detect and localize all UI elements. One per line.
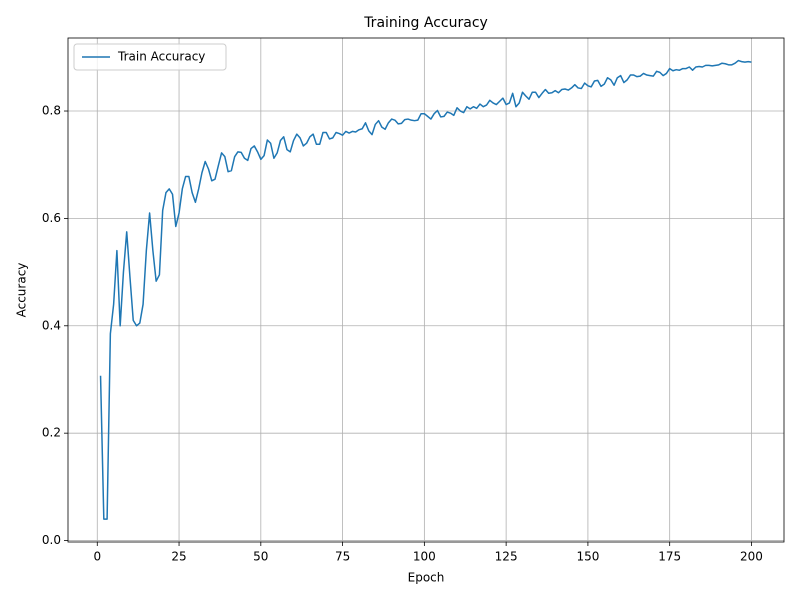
y-tick-label: 0.4 xyxy=(42,318,61,332)
x-tick-label: 50 xyxy=(253,550,268,564)
x-tick-label: 0 xyxy=(93,550,101,564)
y-tick-label: 0.6 xyxy=(42,211,61,225)
x-tick-label: 175 xyxy=(658,550,681,564)
plot-frame xyxy=(67,37,785,543)
legend-label: Train Accuracy xyxy=(117,50,205,64)
y-tick-label: 0.8 xyxy=(42,104,61,118)
x-tick-label: 200 xyxy=(740,550,763,564)
x-tick-label: 100 xyxy=(413,550,436,564)
x-tick-label: 75 xyxy=(335,550,350,564)
x-tick-label: 25 xyxy=(171,550,186,564)
chart-title: Training Accuracy xyxy=(363,15,488,31)
legend-box xyxy=(73,43,227,71)
x-axis-label: Epoch xyxy=(408,571,445,585)
y-tick-label: 0.2 xyxy=(42,426,61,440)
x-tick-label: 125 xyxy=(495,550,518,564)
data-line xyxy=(99,59,752,520)
x-tick-label: 150 xyxy=(576,550,599,564)
y-tick-label: 0.0 xyxy=(42,533,61,547)
y-axis-label: Accuracy xyxy=(15,263,29,318)
